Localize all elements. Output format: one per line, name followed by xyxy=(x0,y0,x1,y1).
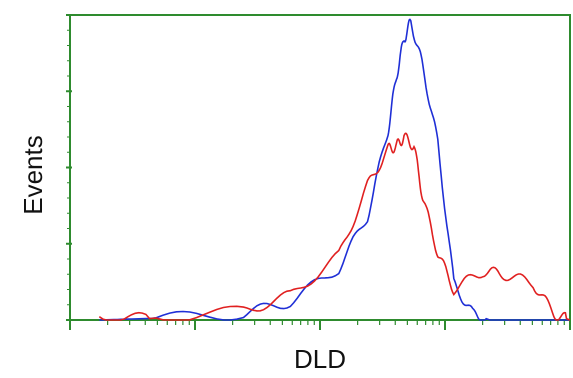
series-red-line xyxy=(98,132,571,321)
axis-ticks xyxy=(66,14,571,330)
series-blue-line xyxy=(99,18,570,321)
y-axis-label: Events xyxy=(18,135,48,215)
series-group xyxy=(98,18,571,321)
x-axis-label: DLD xyxy=(294,344,346,374)
